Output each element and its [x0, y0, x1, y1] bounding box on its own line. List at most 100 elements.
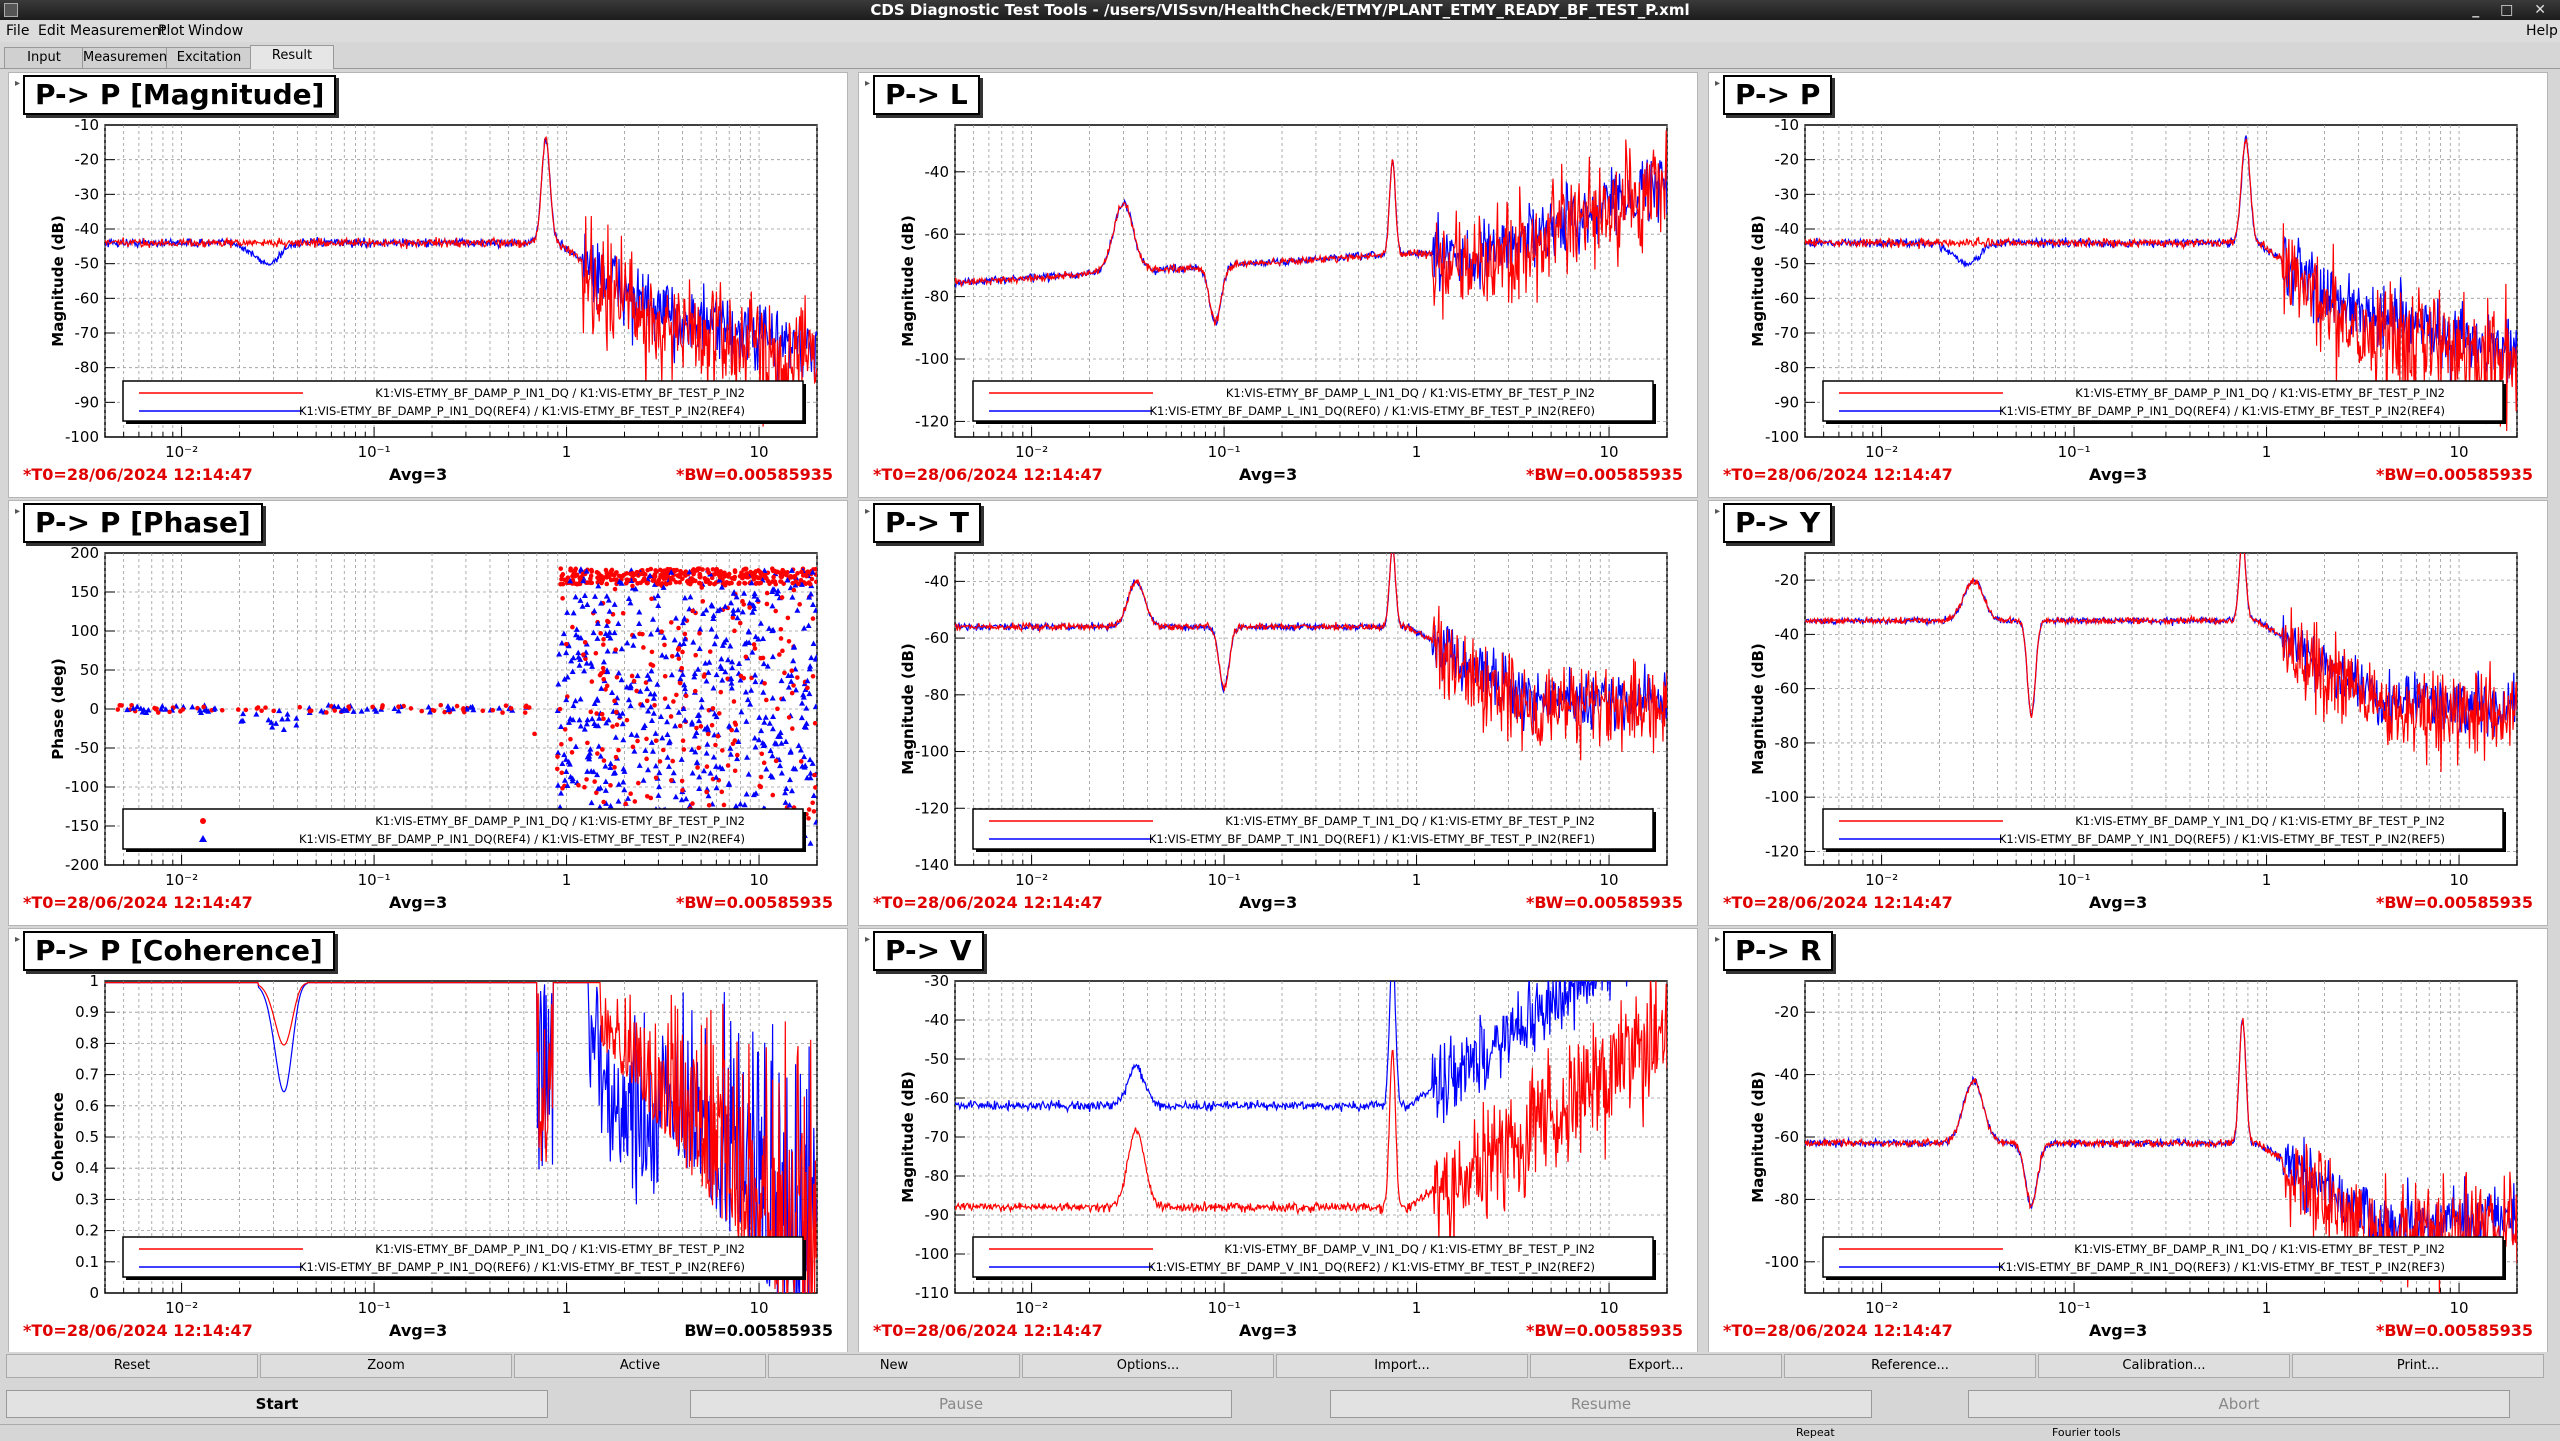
current-point — [698, 574, 703, 580]
current-point — [573, 581, 578, 586]
legend[interactable]: K1:VIS-ETMY_BF_DAMP_P_IN1_DQ / K1:VIS-ET… — [122, 1236, 806, 1280]
current-point — [669, 654, 675, 659]
y-tick-label: -100 — [65, 778, 99, 796]
y-axis-label: Coherence — [49, 1092, 67, 1181]
abort-button[interactable]: Abort — [1968, 1390, 2510, 1418]
current-point — [758, 774, 764, 780]
current-point — [454, 703, 460, 709]
zoom-button[interactable]: Zoom — [260, 1354, 512, 1378]
chart-svg[interactable]: -20-40-60-80-100-12010⁻²10⁻¹110Frequency… — [1709, 501, 2547, 891]
reference-point — [710, 685, 717, 691]
legend[interactable]: K1:VIS-ETMY_BF_DAMP_V_IN1_DQ / K1:VIS-ET… — [972, 1236, 1656, 1280]
chart-svg[interactable]: -40-60-80-100-120-14010⁻²10⁻¹110Frequenc… — [859, 501, 1697, 891]
pane-expand-icon[interactable]: ▸ — [1715, 78, 1721, 89]
import-button[interactable]: Import... — [1276, 1354, 1528, 1378]
options-button[interactable]: Options... — [1022, 1354, 1274, 1378]
current-point — [706, 802, 712, 808]
reference-point — [562, 756, 569, 762]
pane-expand-icon[interactable]: ▸ — [15, 934, 21, 945]
current-point — [786, 638, 792, 644]
reference-point — [628, 731, 635, 737]
legend[interactable]: K1:VIS-ETMY_BF_DAMP_P_IN1_DQ / K1:VIS-ET… — [122, 808, 806, 852]
chart-svg[interactable]: -10 -20 -30 -40 -50 -60 -70 -80 -90 -100 10⁻² 10⁻¹ 1… — [9, 73, 847, 463]
calibration-button[interactable]: Calibration... — [2038, 1354, 2290, 1378]
current-point — [759, 751, 765, 757]
reference-point — [395, 707, 402, 714]
reference-point — [587, 746, 594, 752]
resume-button[interactable]: Resume — [1330, 1390, 1872, 1418]
menu-file[interactable]: File — [6, 23, 30, 39]
tab-excitation[interactable]: Excitation — [166, 47, 252, 68]
chart-svg[interactable]: -30 -40 -50 -60 -70 -80 -90 -100 -110 10⁻² 10⁻¹ 1 10… — [859, 929, 1697, 1319]
current-point — [753, 581, 759, 586]
active-button[interactable]: Active — [514, 1354, 766, 1378]
y-tick-label: -30 — [75, 185, 100, 203]
menu-help[interactable]: Help — [2526, 23, 2558, 39]
current-point — [674, 567, 679, 573]
pane-expand-icon[interactable]: ▸ — [1715, 506, 1721, 517]
pane-expand-icon[interactable]: ▸ — [15, 78, 21, 89]
tab-measurement[interactable]: Measurement — [82, 47, 172, 68]
current-point — [707, 649, 713, 654]
pane-expand-icon[interactable]: ▸ — [1715, 934, 1721, 945]
legend[interactable]: K1:VIS-ETMY_BF_DAMP_P_IN1_DQ / K1:VIS-ET… — [122, 380, 806, 424]
reference-point — [755, 636, 762, 642]
y-tick-label: -200 — [65, 856, 99, 874]
reference-button[interactable]: Reference... — [1784, 1354, 2036, 1378]
print-button[interactable]: Print... — [2292, 1354, 2544, 1378]
menu-window[interactable]: Window — [188, 23, 244, 39]
reference-point — [620, 778, 627, 785]
reset-button[interactable]: Reset — [6, 1354, 258, 1378]
legend[interactable]: K1:VIS-ETMY_BF_DAMP_P_IN1_DQ / K1:VIS-ET… — [1822, 380, 2506, 424]
current-point — [751, 573, 757, 579]
reference-point — [654, 626, 661, 633]
new-button[interactable]: New — [768, 1354, 1020, 1378]
reference-point — [559, 760, 566, 766]
pane-expand-icon[interactable]: ▸ — [865, 506, 871, 517]
chart-svg[interactable]: 200150100500-50-100-150-20010⁻²10⁻¹110Fr… — [9, 501, 847, 891]
current-point — [613, 709, 619, 715]
reference-point — [616, 578, 623, 585]
legend[interactable]: K1:VIS-ETMY_BF_DAMP_Y_IN1_DQ / K1:VIS-ET… — [1822, 808, 2506, 852]
reference-point — [809, 569, 816, 575]
current-point — [704, 789, 709, 795]
current-point — [657, 759, 663, 764]
legend[interactable]: K1:VIS-ETMY_BF_DAMP_L_IN1_DQ / K1:VIS-ET… — [972, 380, 1656, 424]
reference-point — [713, 671, 720, 678]
current-point — [565, 575, 571, 580]
window-controls[interactable]: _ □ ✕ — [2472, 2, 2554, 18]
current-point — [588, 573, 594, 579]
current-point — [623, 801, 628, 807]
pane-expand-icon[interactable]: ▸ — [15, 506, 21, 517]
panel-title: P-> P [Magnitude] — [23, 75, 337, 115]
legend-entry: K1:VIS-ETMY_BF_DAMP_Y_IN1_DQ / K1:VIS-ET… — [2075, 814, 2445, 828]
current-point — [628, 791, 633, 797]
legend[interactable]: K1:VIS-ETMY_BF_DAMP_R_IN1_DQ / K1:VIS-ET… — [1822, 1236, 2506, 1280]
reference-point — [783, 785, 790, 792]
reference-point — [595, 743, 602, 749]
reference-point — [143, 709, 150, 716]
pane-expand-icon[interactable]: ▸ — [865, 934, 871, 945]
tab-result[interactable]: Result — [250, 45, 334, 69]
menu-edit[interactable]: Edit — [38, 23, 66, 39]
tab-input[interactable]: Input — [4, 47, 84, 68]
chart-svg[interactable]: 1 0.9 0.8 0.7 0.6 0.5 0.4 0.3 0.2 0.1 0 10⁻² 10⁻¹ 1 10… — [9, 929, 847, 1319]
reference-point — [610, 770, 617, 776]
pause-button[interactable]: Pause — [690, 1390, 1232, 1418]
x-tick-label: 10⁻¹ — [2058, 443, 2091, 461]
reference-point — [605, 597, 612, 603]
reference-point — [689, 770, 696, 776]
legend[interactable]: K1:VIS-ETMY_BF_DAMP_T_IN1_DQ / K1:VIS-ET… — [972, 808, 1656, 852]
chart-svg[interactable]: -10 -20 -30 -40 -50 -60 -70 -80 -90 -100 10⁻² 10⁻¹ 1… — [1709, 73, 2547, 463]
menu-measurement[interactable]: Measurement — [70, 23, 167, 39]
start-button[interactable]: Start — [6, 1390, 548, 1418]
export-button[interactable]: Export... — [1530, 1354, 1782, 1378]
pane-expand-icon[interactable]: ▸ — [865, 78, 871, 89]
reference-point — [563, 649, 570, 656]
reference-point — [570, 654, 577, 661]
menu-plot[interactable]: Plot — [158, 23, 185, 39]
current-point — [655, 581, 660, 587]
legend-entry: K1:VIS-ETMY_BF_DAMP_P_IN1_DQ(REF4) / K1:… — [299, 832, 745, 846]
